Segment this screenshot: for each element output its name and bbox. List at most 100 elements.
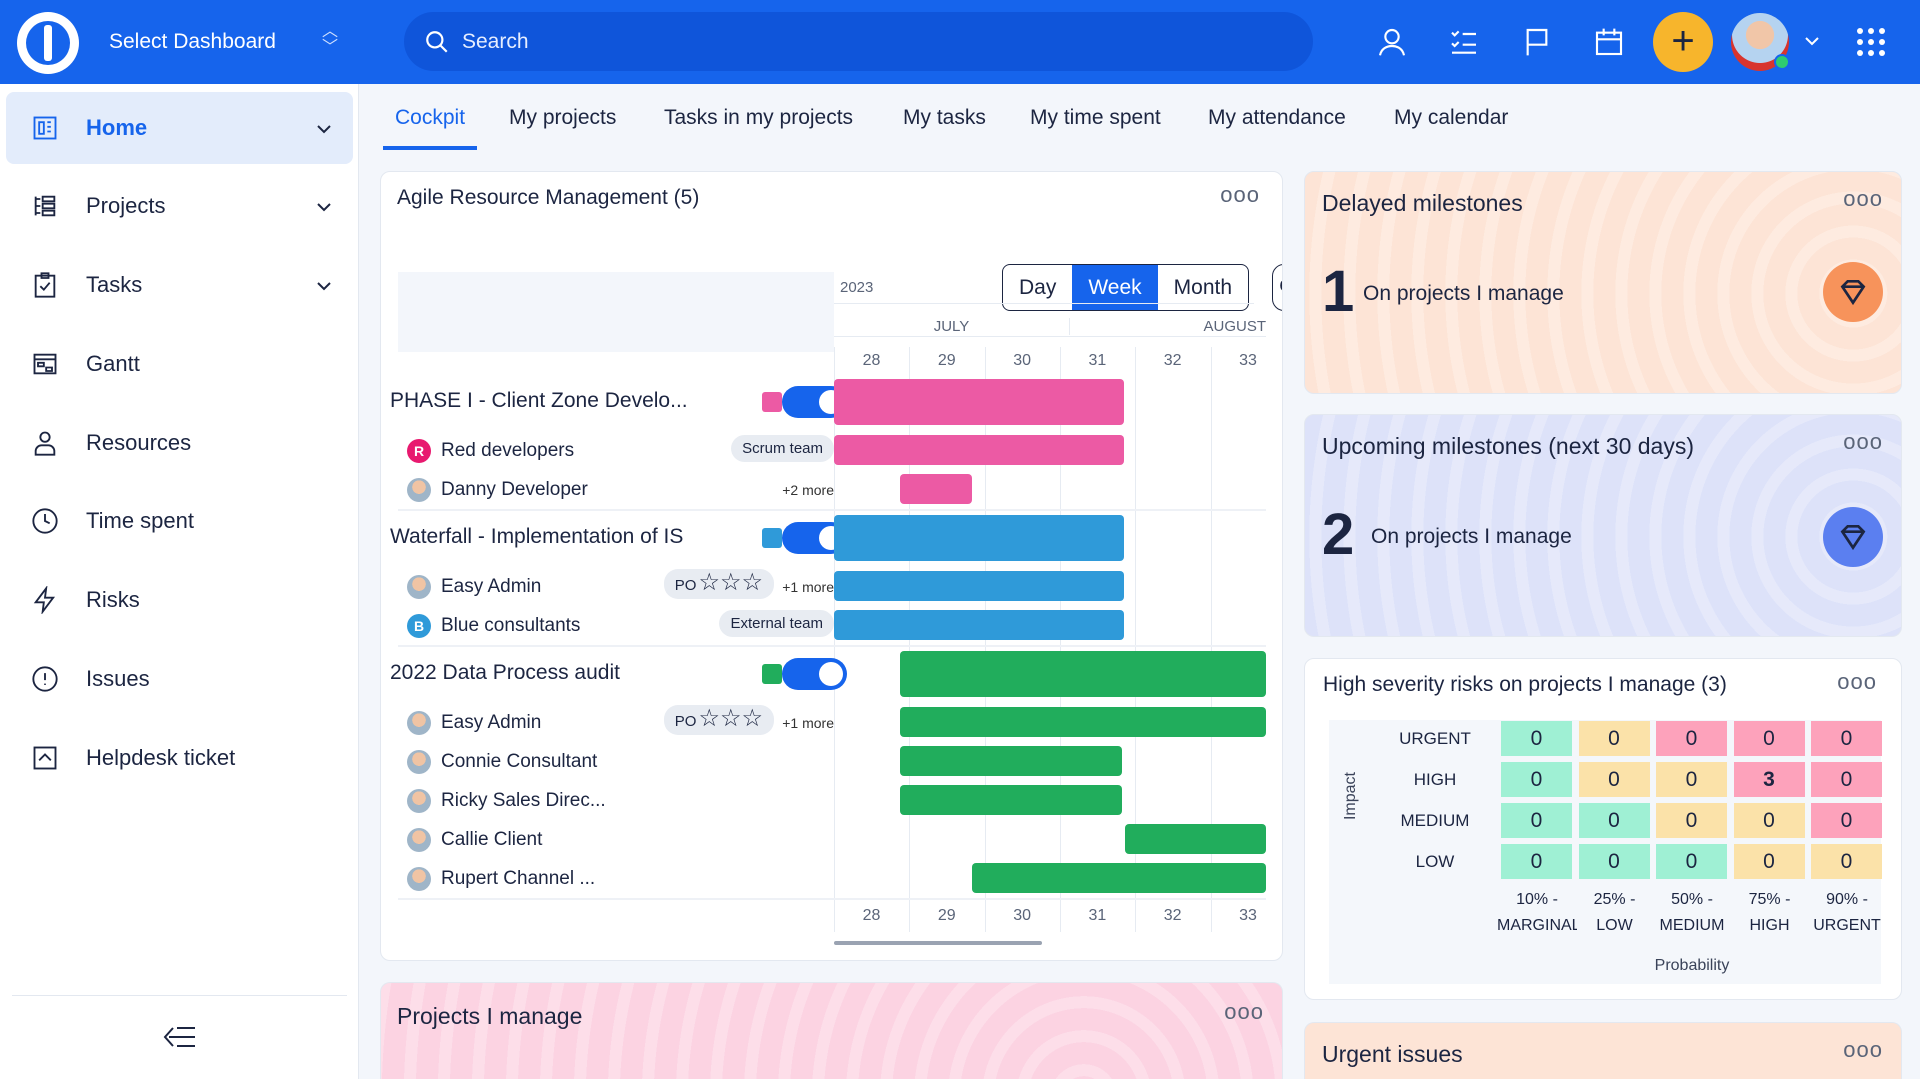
member-row: Callie Client bbox=[398, 820, 834, 859]
sidebar-item-resources[interactable]: Resources bbox=[6, 407, 353, 479]
tab-my-attendance[interactable]: My attendance bbox=[1208, 106, 1346, 129]
calendar-icon[interactable] bbox=[1593, 26, 1625, 58]
risk-cell[interactable]: 0 bbox=[1501, 803, 1572, 838]
more-members-link[interactable]: +1 more bbox=[782, 715, 834, 731]
app-logo[interactable] bbox=[17, 12, 79, 74]
add-button[interactable]: + bbox=[1653, 12, 1713, 72]
project-name[interactable]: 2022 Data Process audit bbox=[390, 661, 620, 684]
more-options-icon[interactable]: ooo bbox=[1837, 669, 1877, 694]
probability-percent: 25% - bbox=[1593, 891, 1636, 908]
allocation-bar[interactable] bbox=[834, 610, 1124, 640]
project-toggle[interactable] bbox=[782, 658, 847, 690]
sidebar-item-issues[interactable]: Issues bbox=[6, 643, 353, 715]
risk-cell[interactable]: 0 bbox=[1811, 844, 1882, 879]
view-week-button[interactable]: Week bbox=[1072, 265, 1158, 310]
chevron-updown-icon[interactable]: ︿ ﹀ bbox=[322, 23, 339, 56]
risk-cell[interactable]: 0 bbox=[1578, 844, 1650, 879]
risk-cell[interactable]: 0 bbox=[1811, 762, 1882, 797]
avatar-photo bbox=[407, 789, 431, 813]
more-options-icon[interactable]: ooo bbox=[1224, 999, 1264, 1024]
project-bar[interactable] bbox=[834, 515, 1124, 561]
sidebar-item-projects[interactable]: Projects bbox=[6, 170, 353, 242]
risk-cell[interactable]: 0 bbox=[1733, 721, 1805, 756]
tab-tasks-in-my-projects[interactable]: Tasks in my projects bbox=[664, 106, 854, 129]
view-day-button[interactable]: Day bbox=[1019, 276, 1057, 299]
risk-cell[interactable]: 0 bbox=[1811, 721, 1882, 756]
flag-icon[interactable] bbox=[1521, 26, 1553, 58]
project-bar[interactable] bbox=[834, 379, 1124, 425]
widget-title: Upcoming milestones (next 30 days) bbox=[1322, 433, 1694, 459]
more-members-link[interactable]: +2 more bbox=[782, 482, 834, 498]
collapse-sidebar-icon[interactable] bbox=[163, 1024, 197, 1050]
risk-cell[interactable]: 0 bbox=[1501, 844, 1572, 879]
tab-my-tasks[interactable]: My tasks bbox=[903, 106, 986, 129]
sidebar-item-home[interactable]: Home bbox=[6, 92, 353, 164]
delayed-milestones-widget[interactable]: Delayed milestones ooo 1 On projects I m… bbox=[1304, 171, 1902, 394]
week-label: 33 bbox=[1239, 352, 1257, 369]
more-options-icon[interactable]: ooo bbox=[1220, 182, 1260, 207]
more-options-icon[interactable]: ooo bbox=[1843, 186, 1883, 211]
user-icon[interactable] bbox=[1376, 26, 1408, 58]
sidebar-item-time-spent[interactable]: Time spent bbox=[6, 485, 353, 557]
role-tag-label: External team bbox=[730, 615, 823, 632]
allocation-bar[interactable] bbox=[899, 707, 1266, 737]
risk-cell[interactable]: 0 bbox=[1578, 803, 1650, 838]
project-bar[interactable] bbox=[899, 651, 1266, 697]
risk-cell[interactable]: 0 bbox=[1656, 844, 1727, 879]
project-name[interactable]: PHASE I - Client Zone Develo... bbox=[390, 389, 688, 412]
risk-cell[interactable]: 0 bbox=[1733, 844, 1805, 879]
project-name[interactable]: Waterfall - Implementation of IS bbox=[390, 525, 684, 548]
sidebar-item-gantt[interactable]: Gantt bbox=[6, 328, 353, 400]
view-month-button[interactable]: Month bbox=[1173, 276, 1233, 299]
urgent-issues-widget: Urgent issues ooo bbox=[1304, 1022, 1902, 1079]
horizontal-scrollbar[interactable] bbox=[834, 941, 1042, 945]
upcoming-milestones-widget[interactable]: Upcoming milestones (next 30 days) ooo 2… bbox=[1304, 414, 1902, 637]
risk-cell[interactable]: 0 bbox=[1811, 803, 1882, 838]
search-input[interactable]: Search bbox=[404, 12, 1313, 71]
risk-cell[interactable]: 0 bbox=[1656, 803, 1727, 838]
rating-stars[interactable]: ☆☆☆ bbox=[698, 705, 763, 732]
sidebar-item-tasks[interactable]: Tasks bbox=[6, 249, 353, 321]
tab-my-projects[interactable]: My projects bbox=[509, 106, 617, 129]
view-switcher: Day Week Month bbox=[1002, 264, 1250, 311]
select-dashboard[interactable]: Select Dashboard bbox=[109, 30, 276, 53]
allocation-bar[interactable] bbox=[834, 571, 1124, 601]
risk-cell[interactable]: 0 bbox=[1501, 762, 1572, 797]
checklist-icon[interactable] bbox=[1448, 26, 1480, 58]
risk-cell[interactable]: 0 bbox=[1656, 762, 1727, 797]
risk-cell[interactable]: 0 bbox=[1656, 721, 1727, 756]
week-label-bottom: 29 bbox=[937, 907, 956, 924]
risk-cell[interactable]: 0 bbox=[1733, 803, 1805, 838]
probability-col-label: 90% - URGENT bbox=[1807, 887, 1887, 939]
project-color-swatch bbox=[762, 528, 782, 548]
allocation-bar[interactable] bbox=[834, 435, 1124, 465]
member-name: Red developers bbox=[441, 440, 575, 461]
more-members-link[interactable]: +1 more bbox=[782, 579, 834, 595]
risk-cell[interactable]: 3 bbox=[1733, 762, 1805, 797]
rating-stars[interactable]: ☆☆☆ bbox=[698, 569, 763, 596]
risk-cell[interactable]: 0 bbox=[1578, 721, 1650, 756]
allocation-bar[interactable] bbox=[899, 474, 972, 504]
tab-my-time-spent[interactable]: My time spent bbox=[1030, 106, 1161, 129]
chevron-down-icon[interactable] bbox=[315, 116, 333, 142]
tab-my-calendar[interactable]: My calendar bbox=[1394, 106, 1509, 129]
role-tag-label: Scrum team bbox=[742, 440, 823, 457]
sidebar-item-helpdesk-ticket[interactable]: Helpdesk ticket bbox=[6, 722, 353, 794]
sidebar-item-label: Home bbox=[86, 115, 148, 140]
allocation-bar[interactable] bbox=[899, 746, 1123, 776]
risk-cell[interactable]: 0 bbox=[1501, 721, 1572, 756]
more-options-icon[interactable]: ooo bbox=[1843, 429, 1883, 454]
risk-cell[interactable]: 0 bbox=[1578, 762, 1650, 797]
more-options-icon[interactable]: ooo bbox=[1843, 1037, 1883, 1062]
week-label: 31 bbox=[1088, 352, 1107, 369]
allocation-bar[interactable] bbox=[899, 785, 1123, 815]
allocation-bar[interactable] bbox=[1125, 824, 1266, 854]
tab-cockpit[interactable]: Cockpit bbox=[383, 106, 478, 150]
sidebar-item-risks[interactable]: Risks bbox=[6, 564, 353, 636]
top-bar: Select Dashboard ︿ ﹀ Search + bbox=[0, 0, 1920, 84]
chevron-down-icon[interactable] bbox=[315, 273, 333, 299]
chevron-down-icon[interactable] bbox=[315, 194, 333, 220]
apps-grid-icon[interactable] bbox=[1856, 27, 1886, 57]
chevron-down-icon[interactable] bbox=[1803, 34, 1821, 48]
allocation-bar[interactable] bbox=[971, 863, 1266, 893]
